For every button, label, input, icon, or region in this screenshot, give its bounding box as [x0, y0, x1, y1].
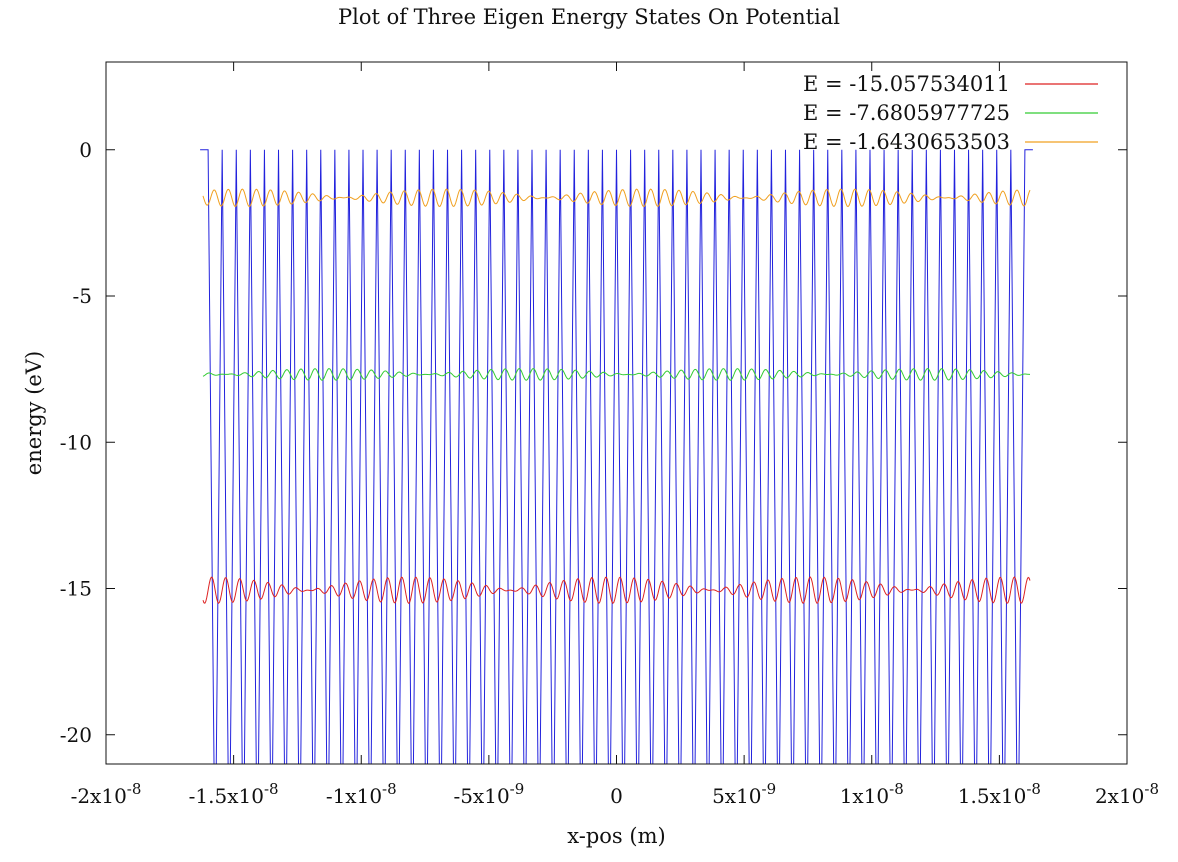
legend-label: E = -1.6430653503	[803, 130, 1010, 154]
x-tick-label: -2x10-8	[71, 780, 142, 808]
x-tick-label: 2x10-8	[1095, 780, 1159, 808]
y-axis-label: energy (eV)	[22, 351, 46, 475]
x-tick-label: -5x10-9	[453, 780, 524, 808]
plot-area	[200, 149, 1033, 765]
y-tick-label: -15	[60, 577, 92, 601]
legend-label: E = -15.057534011	[803, 72, 1010, 96]
potential-line	[200, 149, 1033, 765]
series-line-1	[202, 576, 1031, 605]
x-tick-label: -1x10-8	[326, 780, 397, 808]
series-line-2	[202, 368, 1031, 381]
axis-ticks: 0 -5 -10 -15 -20 -2x10-8 -1.5x10-8 -1x10-8 -5x10…	[60, 62, 1159, 808]
x-tick-label: 1x10-8	[840, 780, 904, 808]
legend: E = -15.057534011 E = -7.6805977725 E = -1…	[803, 72, 1098, 154]
x-tick-label: 0	[610, 784, 623, 808]
y-tick-label: -5	[73, 284, 92, 308]
chart-title: Plot of Three Eigen Energy States On Pot…	[338, 5, 840, 29]
x-tick-label: 5x10-9	[712, 780, 776, 808]
y-tick-label: 0	[79, 138, 92, 162]
y-tick-label: -20	[60, 723, 92, 747]
x-tick-label: 1.5x10-8	[958, 780, 1041, 808]
x-axis-label: x-pos (m)	[567, 824, 665, 848]
legend-label: E = -7.6805977725	[803, 101, 1010, 125]
y-tick-label: -10	[60, 430, 92, 454]
x-tick-label: -1.5x10-8	[189, 780, 279, 808]
series-line-3	[202, 188, 1031, 208]
